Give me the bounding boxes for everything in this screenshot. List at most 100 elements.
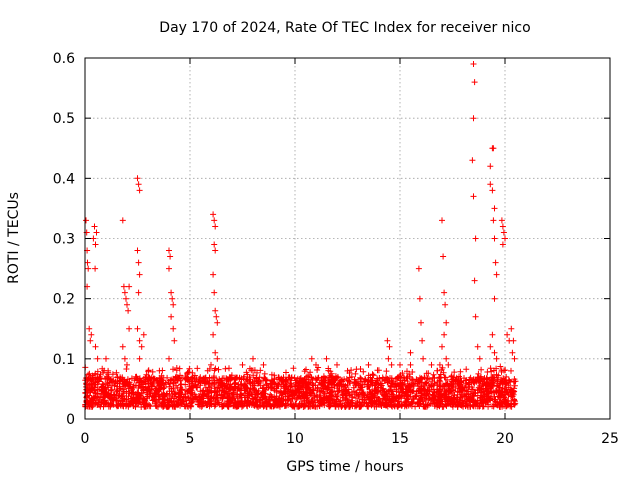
data-point [140,331,147,338]
data-point [135,259,142,266]
x-tick-label: 15 [391,431,409,447]
data-point [212,307,219,314]
data-point [208,361,214,368]
data-point [260,361,267,368]
data-point [136,271,143,278]
data-point [239,361,246,368]
data-point [489,331,496,338]
y-axis-label: ROTI / TECUs [6,192,22,284]
data-point [489,187,496,194]
x-tick-label: 5 [186,431,195,447]
data-point [135,181,142,188]
y-tick-label: 0.3 [53,232,75,248]
data-point [134,247,141,254]
data-point [443,319,450,326]
data-point [166,265,172,272]
data-point [88,331,95,338]
data-point [308,355,315,362]
data-point [407,361,414,368]
data-point [436,361,443,368]
y-tick-label: 0.1 [53,352,75,368]
data-point [511,355,518,362]
data-point [210,271,217,278]
data-point [472,313,479,320]
data-point [418,319,424,326]
data-point [493,271,500,278]
data-point [442,301,449,308]
data-point [250,355,256,362]
data-point [124,301,130,308]
data-point [487,343,494,350]
data-point [168,289,175,296]
data-point [499,223,506,230]
data-point [344,367,351,374]
data-point [500,229,507,236]
data-point [94,355,101,362]
data-point [440,253,447,260]
data-point [471,79,478,86]
data-point [476,355,483,362]
data-point [166,247,172,254]
data-point [83,217,89,224]
data-point [323,355,330,362]
data-point [124,361,130,368]
data-point [212,247,219,254]
data-point [487,163,494,170]
data-point [474,343,481,350]
data-point [171,337,178,344]
data-point [138,343,145,350]
data-point [470,61,477,67]
data-point [170,301,177,308]
data-point [90,235,97,242]
data-point [168,313,175,320]
data-point [212,349,219,356]
baseline-points [82,363,519,410]
data-point [134,175,141,182]
data-point [136,355,143,362]
data-point [214,355,221,362]
data-point [499,241,506,248]
data-point [120,283,127,290]
y-tick-label: 0.4 [53,171,75,187]
data-point [385,355,392,362]
data-point [419,337,426,344]
data-point [384,337,391,344]
data-point [213,313,220,320]
data-point [126,325,133,332]
data-point [493,355,500,362]
data-point [490,145,497,152]
data-point [490,217,497,224]
data-point [491,205,498,212]
data-point [92,343,99,350]
data-point [169,295,176,302]
y-tick-label: 0 [66,412,75,428]
data-point [166,355,172,362]
data-point [170,325,177,332]
data-points [82,61,519,410]
grid [85,58,610,419]
data-point [491,235,498,242]
data-point [135,289,142,296]
data-point [420,355,427,362]
data-point [134,325,141,332]
data-point [313,361,319,368]
data-point [119,217,126,224]
data-point [86,325,93,332]
data-point [508,325,515,332]
y-tick-label: 0.6 [53,51,75,67]
data-point [93,229,100,236]
data-point [470,193,477,200]
data-point [509,349,516,356]
data-point [445,361,452,368]
data-point [492,259,499,266]
data-point [210,211,217,218]
data-point [211,289,218,296]
data-point [87,337,94,344]
plot-frame [84,57,611,420]
x-tick-label: 25 [601,431,619,447]
data-point [487,181,494,188]
data-point [469,157,476,164]
data-point [105,367,112,374]
data-point [136,337,143,344]
